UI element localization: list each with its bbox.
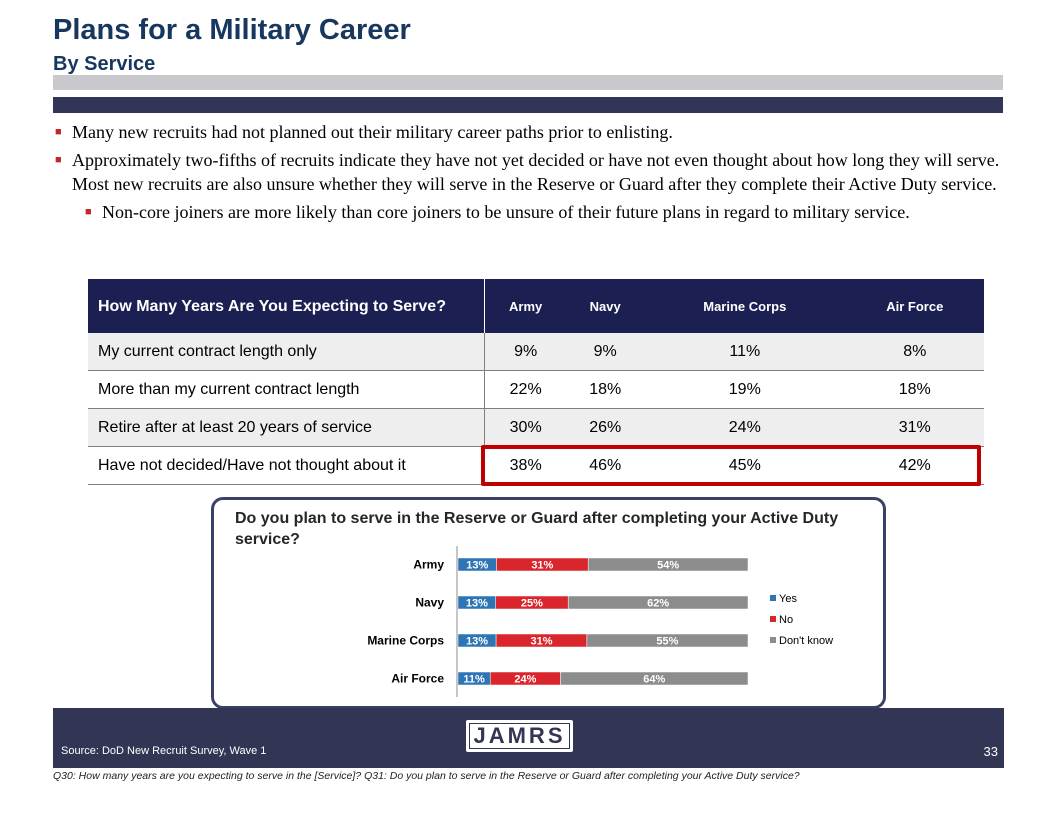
header-divider-dark [53, 97, 1003, 113]
data-label: 55% [656, 636, 678, 648]
table-cell: 42% [845, 446, 984, 485]
table-cell: 8% [845, 333, 984, 371]
table-cell: 38% [484, 446, 567, 485]
table-cell: 9% [484, 333, 567, 371]
table-cell: 18% [845, 370, 984, 409]
table-row: Have not decided/Have not thought about … [88, 446, 984, 485]
data-label: 24% [514, 674, 536, 686]
table-row: Retire after at least 20 years of servic… [88, 408, 984, 447]
category-label: Air Force [391, 672, 444, 686]
legend-label: Yes [779, 593, 797, 605]
table-cell: 18% [566, 370, 645, 409]
column-header-marine-corps: Marine Corps [644, 279, 846, 333]
table-cell: 11% [644, 333, 846, 371]
data-label: 62% [647, 598, 669, 610]
bullet-list: ■ Many new recruits had not planned out … [55, 120, 1005, 228]
table-row: More than my current contract length 22%… [88, 370, 984, 409]
row-label: My current contract length only [88, 333, 485, 371]
chart-title: Do you plan to serve in the Reserve or G… [235, 510, 839, 548]
table-question-header: How Many Years Are You Expecting to Serv… [88, 279, 485, 333]
page-subtitle: By Service [53, 53, 156, 75]
table-cell: 9% [566, 333, 645, 371]
table-row: My current contract length only 9% 9% 11… [88, 333, 984, 371]
table-cell: 19% [644, 370, 846, 409]
bullet-text: Non-core joiners are more likely than co… [102, 202, 910, 222]
table-header-row: How Many Years Are You Expecting to Serv… [88, 279, 984, 333]
data-label: 13% [466, 598, 488, 610]
data-label: 31% [530, 636, 552, 648]
row-label: Retire after at least 20 years of servic… [88, 408, 485, 447]
years-expected-table: How Many Years Are You Expecting to Serv… [88, 279, 984, 485]
bar-segment [567, 595, 749, 610]
bar-segment [587, 557, 749, 572]
data-label: 11% [463, 674, 485, 686]
legend-swatch [770, 616, 776, 622]
bullet-item: ■ Many new recruits had not planned out … [55, 120, 1005, 144]
header-divider-light [53, 75, 1003, 90]
legend-label: No [779, 614, 793, 626]
page-number: 33 [983, 744, 998, 759]
column-header-navy: Navy [566, 279, 645, 333]
bullet-marker-icon: ■ [85, 206, 92, 218]
row-label: More than my current contract length [88, 370, 485, 409]
data-label: 64% [643, 674, 665, 686]
bar-segment [560, 671, 749, 686]
logo-text: JAMRS [469, 723, 570, 749]
table-cell: 24% [644, 408, 846, 447]
row-label: Have not decided/Have not thought about … [88, 446, 485, 485]
table-cell: 46% [566, 446, 645, 485]
data-label: 54% [657, 560, 679, 572]
bullet-text: Many new recruits had not planned out th… [72, 122, 673, 142]
legend-label: Don't know [779, 635, 833, 647]
bullet-text: Approximately two-fifths of recruits ind… [72, 150, 1000, 194]
column-header-air-force: Air Force [845, 279, 984, 333]
footer-bar: Source: DoD New Recruit Survey, Wave 1 J… [53, 708, 1004, 768]
category-label: Navy [415, 596, 444, 610]
question-footnote: Q30: How many years are you expecting to… [53, 770, 800, 782]
data-label: 31% [531, 560, 553, 572]
bullet-marker-icon: ■ [55, 154, 62, 166]
source-note: Source: DoD New Recruit Survey, Wave 1 [61, 745, 267, 757]
highlight-box [481, 445, 981, 486]
page-title: Plans for a Military Career [53, 14, 411, 46]
bullet-item: ■ Approximately two-fifths of recruits i… [55, 148, 1005, 196]
table-cell: 26% [566, 408, 645, 447]
sub-bullet-item: ■ Non-core joiners are more likely than … [85, 200, 1005, 224]
bar-segment [586, 633, 749, 648]
data-label: 13% [466, 560, 488, 572]
category-label: Marine Corps [367, 634, 444, 648]
data-label: 25% [521, 598, 543, 610]
table-cell: 31% [845, 408, 984, 447]
jamrs-logo: JAMRS [466, 720, 573, 752]
column-header-army: Army [484, 279, 567, 333]
table-cell: 30% [484, 408, 567, 447]
table-cell: 22% [484, 370, 567, 409]
legend-swatch [770, 637, 776, 643]
data-label: 13% [466, 636, 488, 648]
legend-swatch [770, 595, 776, 601]
bullet-marker-icon: ■ [55, 126, 62, 138]
category-label: Army [413, 558, 444, 572]
